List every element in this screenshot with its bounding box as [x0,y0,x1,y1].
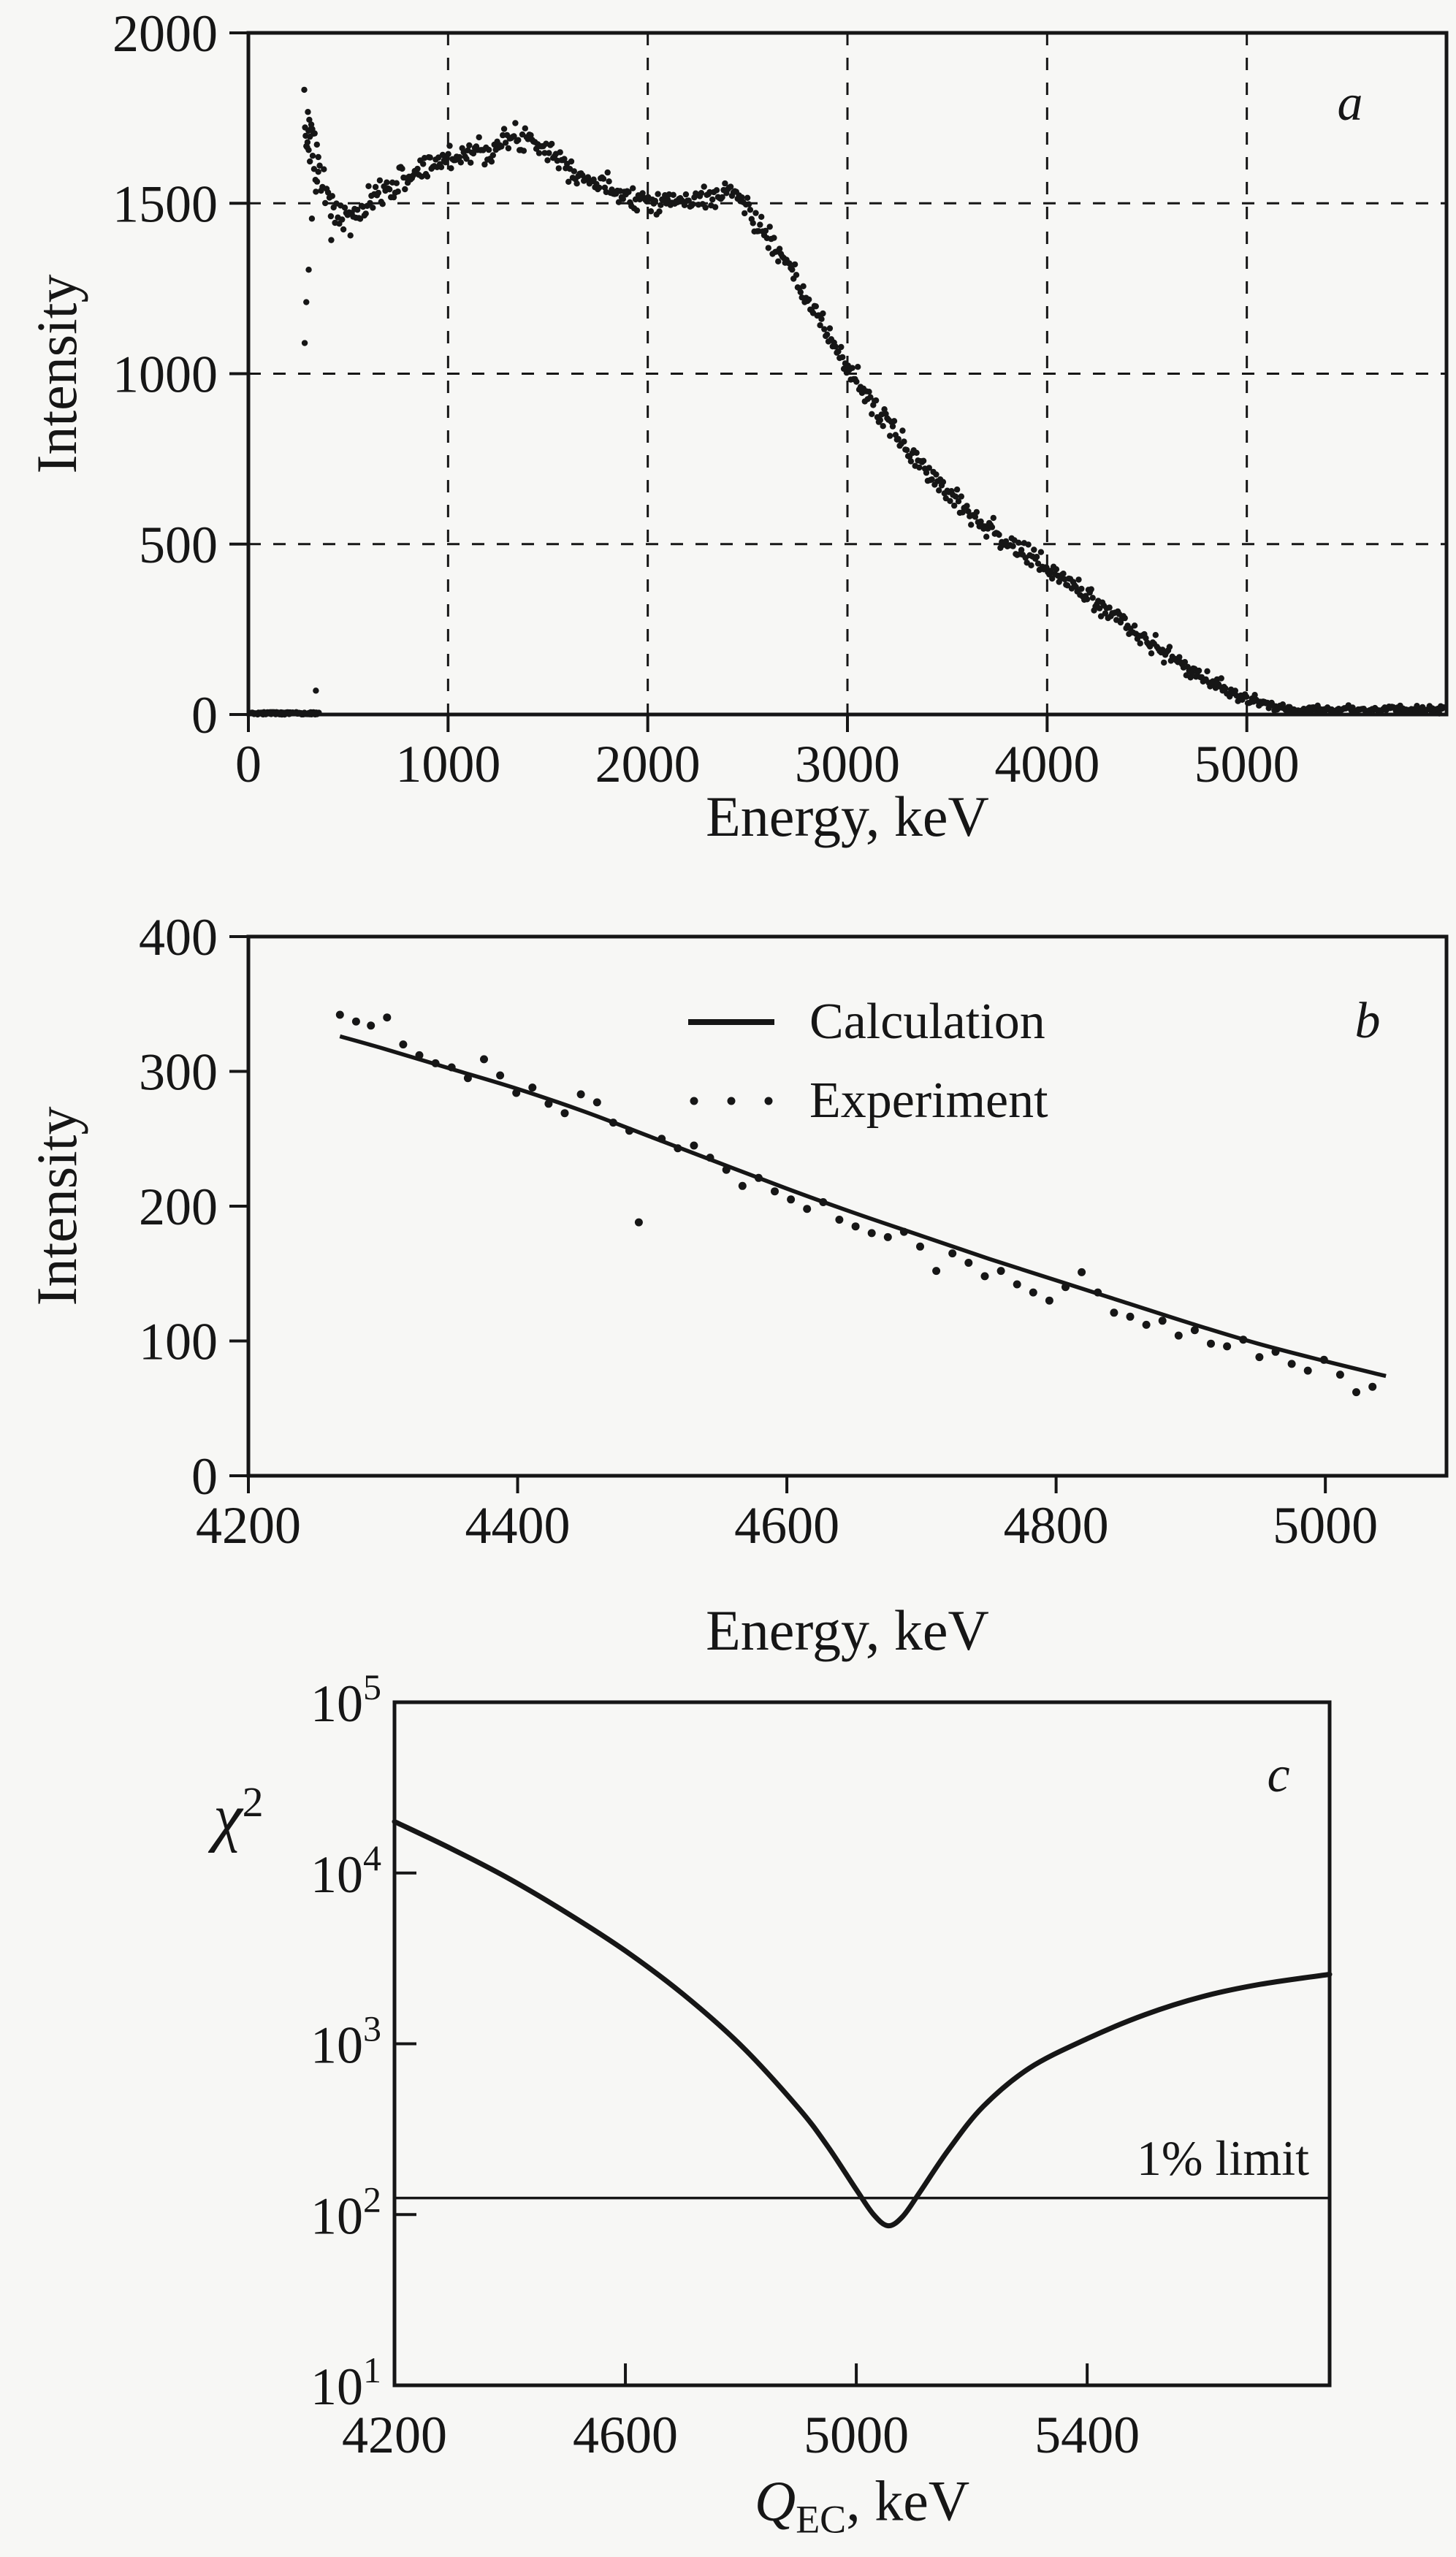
svg-text:0: 0 [191,686,218,744]
experiment-points [335,1010,1377,1397]
panel-a-letter: a [1337,75,1363,132]
svg-text:200: 200 [139,1178,218,1236]
svg-text:5400: 5400 [1034,2406,1140,2464]
legend-label-experiment: Experiment [809,1072,1048,1129]
panel-b-tick-labels: 4200 4400 4600 4800 5000 0 100 200 300 400 [139,908,1378,1555]
svg-text:103: 103 [310,2008,381,2075]
svg-text:1000: 1000 [395,735,500,793]
svg-text:1000: 1000 [113,346,218,404]
panel-b-letter: b [1354,993,1381,1049]
panel-b-border [246,934,1449,1478]
legend-label-calculation: Calculation [809,994,1045,1050]
svg-text:4600: 4600 [573,2406,678,2464]
svg-text:4200: 4200 [342,2406,447,2464]
panel-a-stray-points [301,109,335,694]
one-percent-limit-label: 1% limit [1136,2130,1309,2186]
svg-text:300: 300 [139,1043,218,1102]
panel-a-spectrum-points [301,86,1447,717]
svg-text:105: 105 [310,1666,381,1733]
chi-squared-axis-title: χ2 [213,1778,264,1853]
q-ec-axis-title: QEC, keV [754,2469,970,2542]
panel-a-ticks [229,31,1249,732]
panel-a-y-axis-title: Intensity [25,274,88,474]
svg-text:104: 104 [310,1837,381,1904]
panel-a-border [246,31,1449,717]
panel-b-x-axis-title: Energy, keV [706,1598,989,1662]
legend-item-experiment: Experiment [687,1070,1048,1132]
svg-text:4000: 4000 [994,735,1099,793]
panel-c-border [392,1700,1332,2388]
legend-line-sample-icon [688,1019,774,1025]
panel-b-ticks [229,935,1327,1493]
calculation-line [339,1034,1387,1379]
svg-text:4600: 4600 [734,1496,839,1555]
panel-a-tick-labels: 0 1000 2000 3000 4000 5000 0 500 1000 1500 2000 [113,4,1300,793]
legend-dots-sample-icon [690,1097,773,1105]
svg-text:4200: 4200 [196,1496,301,1555]
panel-a: 0 1000 2000 3000 4000 5000 0 500 1000 1500 2000 [113,4,1449,793]
panel-a-x-axis-title: Energy, keV [706,785,989,848]
svg-text:1500: 1500 [113,175,218,233]
svg-text:400: 400 [139,908,218,967]
svg-text:5000: 5000 [804,2406,909,2464]
svg-text:2000: 2000 [113,4,218,63]
panel-b: 4200 4400 4600 4800 5000 0 100 200 300 400 [139,908,1449,1555]
chi-square-curve [392,1818,1333,2229]
panel-c-letter: c [1267,1747,1290,1803]
svg-text:4800: 4800 [1004,1496,1109,1555]
panel-c-ticks [395,1871,1089,2385]
svg-text:0: 0 [191,1447,218,1506]
svg-text:100: 100 [139,1313,218,1371]
svg-text:5000: 5000 [1194,735,1300,793]
panel-c-tick-labels: 4200 4600 5000 5400 101 102 103 104 105 [310,1666,1140,2464]
legend-item-calculation: Calculation [687,991,1048,1053]
svg-text:3000: 3000 [795,735,900,793]
svg-text:4400: 4400 [465,1496,571,1555]
svg-text:101: 101 [310,2350,381,2416]
legend: Calculation Experiment [687,991,1048,1132]
svg-text:5000: 5000 [1273,1496,1378,1555]
svg-text:500: 500 [139,516,218,574]
panel-c: 4200 4600 5000 5400 101 102 103 104 105 [310,1666,1333,2464]
svg-text:2000: 2000 [595,735,701,793]
panel-b-y-axis-title: Intensity [25,1106,88,1306]
svg-text:102: 102 [310,2179,381,2245]
svg-text:0: 0 [235,735,262,793]
